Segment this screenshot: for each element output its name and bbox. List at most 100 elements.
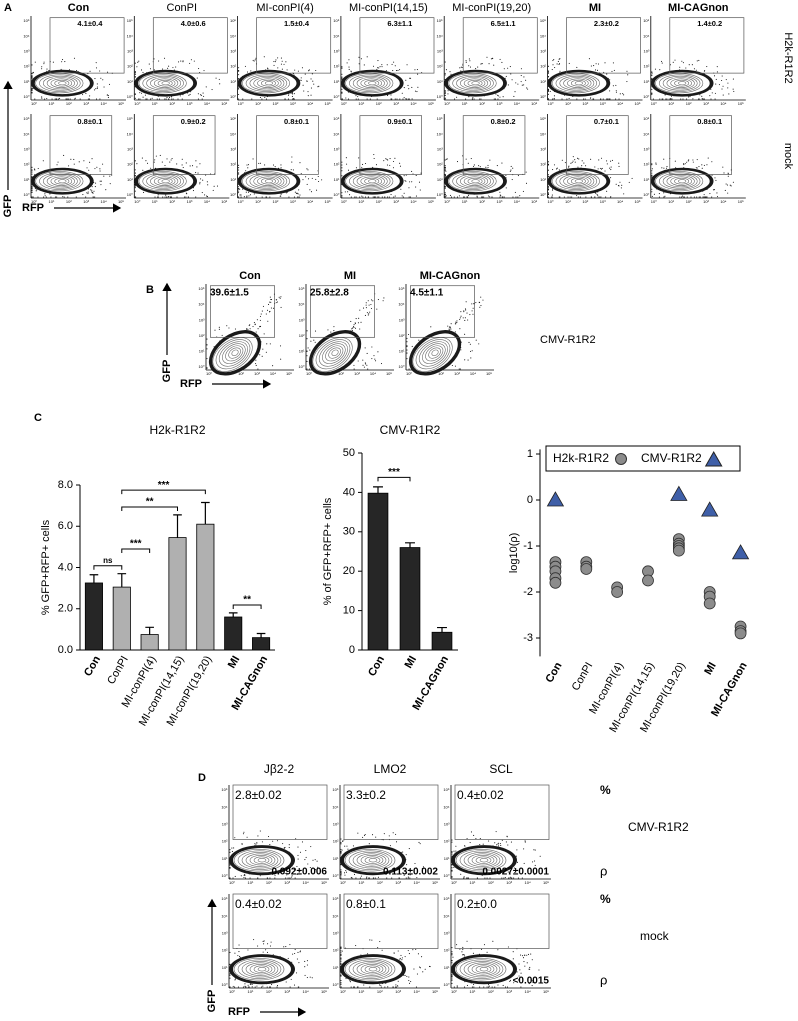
event-dot: [500, 844, 502, 846]
contour: [356, 962, 387, 976]
column-header: MI-conPI(14,15): [349, 2, 428, 14]
event-dot: [165, 194, 167, 196]
event-dot: [278, 296, 280, 298]
density-core: [344, 956, 402, 982]
event-dot: [517, 83, 519, 85]
contour: [253, 175, 282, 188]
event-dot: [609, 79, 611, 81]
flow-tick-label: 10³: [393, 101, 399, 106]
event-dot: [727, 172, 729, 174]
event-dot: [510, 841, 512, 843]
column-header: ConPI: [167, 2, 198, 14]
event-dot: [411, 345, 413, 348]
event-dot: [63, 196, 65, 198]
contour: [325, 345, 344, 362]
significance-label: **: [146, 497, 154, 508]
event-dot: [534, 982, 536, 984]
event-dot: [472, 165, 475, 167]
event-dot: [79, 98, 81, 100]
event-dot: [387, 986, 389, 988]
contour: [475, 965, 492, 973]
event-dot: [345, 97, 347, 99]
event-dot: [698, 196, 700, 198]
event-dot: [391, 877, 393, 879]
gate: [232, 784, 328, 840]
event-dot: [259, 96, 261, 99]
event-dot: [312, 859, 314, 861]
event-dot: [44, 98, 46, 100]
flow-tick-label: 10⁵: [386, 371, 392, 376]
event-dot: [271, 298, 273, 301]
contour: [467, 177, 483, 185]
contour: [678, 179, 687, 184]
event-dot: [31, 169, 33, 171]
flow-tick-label: 10⁴: [410, 101, 416, 106]
event-dot: [199, 181, 201, 183]
event-dot: [257, 835, 259, 837]
event-dot: [197, 93, 199, 95]
event-dot: [381, 949, 383, 951]
contour: [360, 855, 384, 866]
event-dot: [246, 164, 248, 166]
event-dot: [482, 843, 484, 845]
event-dot: [205, 195, 208, 197]
flow-tick-label: 10⁰: [230, 94, 236, 99]
flow-tick-label: 10⁰: [651, 101, 657, 106]
event-dot: [725, 79, 727, 81]
event-dot: [512, 951, 514, 953]
event-dot: [234, 952, 236, 954]
event-dot: [347, 191, 349, 193]
event-dot: [395, 69, 398, 72]
density-core: [344, 170, 400, 193]
contour: [471, 855, 495, 866]
event-dot: [250, 70, 252, 72]
event-dot: [523, 84, 525, 86]
event-dot: [525, 79, 527, 81]
gate: [454, 784, 550, 840]
contour: [467, 853, 498, 867]
event-dot: [238, 88, 240, 90]
event-dot: [406, 341, 408, 343]
event-dot: [666, 166, 668, 168]
row-label: mock: [782, 143, 794, 170]
event-dot: [255, 364, 257, 367]
event-dot: [87, 98, 89, 100]
event-dot: [651, 191, 653, 193]
event-dot: [142, 71, 144, 73]
event-dot: [682, 195, 684, 197]
event-dot: [488, 840, 490, 842]
density-core: [455, 956, 513, 982]
contour: [356, 175, 385, 188]
flow-tick-label: 10³: [83, 199, 89, 204]
flow-tick-label: 10⁰: [127, 192, 133, 197]
event-dot: [374, 196, 376, 198]
event-dot: [94, 78, 96, 80]
event-dot: [709, 95, 711, 97]
density-core: [233, 956, 291, 982]
event-dot: [576, 98, 578, 100]
event-dot: [348, 59, 350, 61]
event-dot: [181, 164, 183, 166]
flow-tick-label: 10²: [333, 948, 339, 953]
event-dot: [282, 843, 284, 845]
event-dot: [359, 309, 361, 311]
event-dot: [444, 61, 446, 63]
event-dot: [310, 846, 312, 848]
event-dot: [716, 192, 718, 194]
flow-tick-label: 10¹: [127, 177, 133, 182]
gate-percent: 0.4±0.02: [235, 897, 282, 911]
event-dot: [177, 98, 179, 100]
flow-tick-label: 10³: [399, 317, 405, 322]
event-dot: [171, 98, 173, 100]
event-dot: [349, 981, 352, 983]
event-dot: [199, 94, 202, 96]
event-dot: [297, 858, 299, 860]
event-dot: [365, 877, 368, 879]
event-dot: [343, 872, 346, 874]
event-dot: [651, 71, 653, 73]
event-dot: [392, 986, 394, 988]
event-dot: [144, 94, 146, 96]
event-dot: [300, 77, 302, 79]
contour: [356, 77, 385, 90]
event-dot: [517, 175, 519, 177]
